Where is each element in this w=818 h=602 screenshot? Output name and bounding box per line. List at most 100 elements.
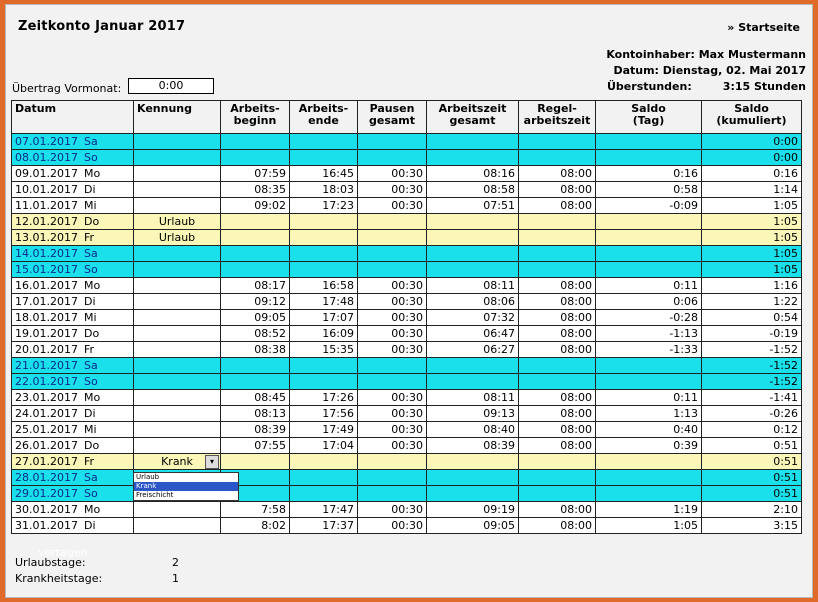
cell-pause[interactable]: 00:30 bbox=[357, 517, 427, 534]
cell-end[interactable] bbox=[289, 373, 358, 390]
home-link[interactable]: » Startseite bbox=[727, 21, 800, 34]
cell-begin[interactable]: 8:02 bbox=[220, 517, 290, 534]
cell-pause[interactable] bbox=[357, 453, 427, 470]
cell-end[interactable]: 17:37 bbox=[289, 517, 358, 534]
cell-pause[interactable] bbox=[357, 469, 427, 486]
cell-begin[interactable]: 09:05 bbox=[220, 309, 290, 326]
cell-end[interactable] bbox=[289, 213, 358, 230]
cell-end[interactable]: 17:47 bbox=[289, 501, 358, 518]
cell-begin[interactable] bbox=[220, 149, 290, 166]
cell-pause[interactable] bbox=[357, 261, 427, 278]
cell-end[interactable]: 17:23 bbox=[289, 197, 358, 214]
cell-pause[interactable]: 00:30 bbox=[357, 421, 427, 438]
cell-kennung[interactable] bbox=[133, 357, 221, 374]
cell-begin[interactable]: 08:13 bbox=[220, 405, 290, 422]
kennung-select[interactable]: Krank ▾ bbox=[137, 455, 219, 469]
cell-pause[interactable] bbox=[357, 245, 427, 262]
cell-pause[interactable]: 00:30 bbox=[357, 277, 427, 294]
cell-kennung[interactable] bbox=[133, 405, 221, 422]
cell-end[interactable]: 17:56 bbox=[289, 405, 358, 422]
cell-end[interactable] bbox=[289, 261, 358, 278]
cell-kennung[interactable] bbox=[133, 293, 221, 310]
cell-begin[interactable] bbox=[220, 373, 290, 390]
cell-pause[interactable]: 00:30 bbox=[357, 309, 427, 326]
dropdown-option[interactable]: Krank bbox=[134, 482, 238, 491]
cell-begin[interactable] bbox=[220, 213, 290, 230]
cell-end[interactable]: 17:26 bbox=[289, 389, 358, 406]
kennung-dropdown-list[interactable]: Urlaub Krank Freischicht bbox=[133, 472, 239, 501]
cell-begin[interactable]: 07:55 bbox=[220, 437, 290, 454]
cell-pause[interactable]: 00:30 bbox=[357, 501, 427, 518]
cell-kennung[interactable] bbox=[133, 501, 221, 518]
cell-pause[interactable]: 00:30 bbox=[357, 165, 427, 182]
cell-end[interactable]: 18:03 bbox=[289, 181, 358, 198]
cell-end[interactable] bbox=[289, 469, 358, 486]
cell-pause[interactable] bbox=[357, 485, 427, 502]
cell-pause[interactable]: 00:30 bbox=[357, 325, 427, 342]
cell-end[interactable]: 17:07 bbox=[289, 309, 358, 326]
cell-begin[interactable]: 09:12 bbox=[220, 293, 290, 310]
cell-pause[interactable]: 00:30 bbox=[357, 405, 427, 422]
cell-begin[interactable]: 08:38 bbox=[220, 341, 290, 358]
cell-kennung[interactable] bbox=[133, 197, 221, 214]
cell-kennung[interactable] bbox=[133, 149, 221, 166]
cell-begin[interactable] bbox=[220, 453, 290, 470]
cell-end[interactable] bbox=[289, 133, 358, 150]
cell-pause[interactable]: 00:30 bbox=[357, 293, 427, 310]
cell-pause[interactable] bbox=[357, 357, 427, 374]
cell-pause[interactable] bbox=[357, 373, 427, 390]
cell-end[interactable]: 15:35 bbox=[289, 341, 358, 358]
cell-pause[interactable] bbox=[357, 229, 427, 246]
cell-begin[interactable]: 07:59 bbox=[220, 165, 290, 182]
cell-end[interactable]: 16:45 bbox=[289, 165, 358, 182]
cell-pause[interactable] bbox=[357, 149, 427, 166]
cell-end[interactable]: 17:49 bbox=[289, 421, 358, 438]
cell-end[interactable] bbox=[289, 485, 358, 502]
cell-begin[interactable]: 08:35 bbox=[220, 181, 290, 198]
cell-begin[interactable] bbox=[220, 357, 290, 374]
chevron-down-icon[interactable]: ▾ bbox=[205, 455, 219, 469]
cell-begin[interactable] bbox=[220, 245, 290, 262]
cell-pause[interactable] bbox=[357, 213, 427, 230]
cell-end[interactable]: 17:04 bbox=[289, 437, 358, 454]
cell-end[interactable] bbox=[289, 453, 358, 470]
cell-end[interactable] bbox=[289, 229, 358, 246]
cell-begin[interactable] bbox=[220, 261, 290, 278]
cell-end[interactable]: 17:48 bbox=[289, 293, 358, 310]
cell-kennung[interactable] bbox=[133, 181, 221, 198]
vertagen-link[interactable]: vertagen bbox=[38, 546, 88, 559]
cell-pause[interactable]: 00:30 bbox=[357, 341, 427, 358]
cell-kennung[interactable] bbox=[133, 389, 221, 406]
cell-begin[interactable] bbox=[220, 229, 290, 246]
dropdown-option[interactable]: Freischicht bbox=[136, 491, 174, 499]
cell-kennung[interactable]: Urlaub bbox=[133, 229, 221, 246]
cell-kennung[interactable] bbox=[133, 437, 221, 454]
cell-kennung[interactable] bbox=[133, 165, 221, 182]
cell-kennung[interactable] bbox=[133, 133, 221, 150]
cell-kennung[interactable] bbox=[133, 309, 221, 326]
cell-begin[interactable]: 08:45 bbox=[220, 389, 290, 406]
cell-kennung[interactable] bbox=[133, 421, 221, 438]
cell-begin[interactable]: 08:39 bbox=[220, 421, 290, 438]
cell-kennung[interactable]: Urlaub bbox=[133, 213, 221, 230]
cell-end[interactable]: 16:09 bbox=[289, 325, 358, 342]
cell-end[interactable] bbox=[289, 149, 358, 166]
cell-kennung[interactable] bbox=[133, 373, 221, 390]
cell-kennung[interactable] bbox=[133, 277, 221, 294]
cell-end[interactable] bbox=[289, 357, 358, 374]
cell-end[interactable] bbox=[289, 245, 358, 262]
carryover-input[interactable]: 0:00 bbox=[128, 78, 214, 94]
cell-kennung[interactable]: Krank ▾ bbox=[133, 453, 221, 470]
cell-kennung[interactable] bbox=[133, 341, 221, 358]
cell-kennung[interactable] bbox=[133, 245, 221, 262]
cell-kennung[interactable] bbox=[133, 517, 221, 534]
cell-begin[interactable]: 08:52 bbox=[220, 325, 290, 342]
cell-pause[interactable]: 00:30 bbox=[357, 181, 427, 198]
cell-pause[interactable]: 00:30 bbox=[357, 389, 427, 406]
cell-end[interactable]: 16:58 bbox=[289, 277, 358, 294]
cell-kennung[interactable] bbox=[133, 261, 221, 278]
cell-kennung[interactable] bbox=[133, 325, 221, 342]
dropdown-option[interactable]: Urlaub bbox=[136, 473, 160, 481]
cell-begin[interactable]: 08:17 bbox=[220, 277, 290, 294]
cell-begin[interactable]: 09:02 bbox=[220, 197, 290, 214]
